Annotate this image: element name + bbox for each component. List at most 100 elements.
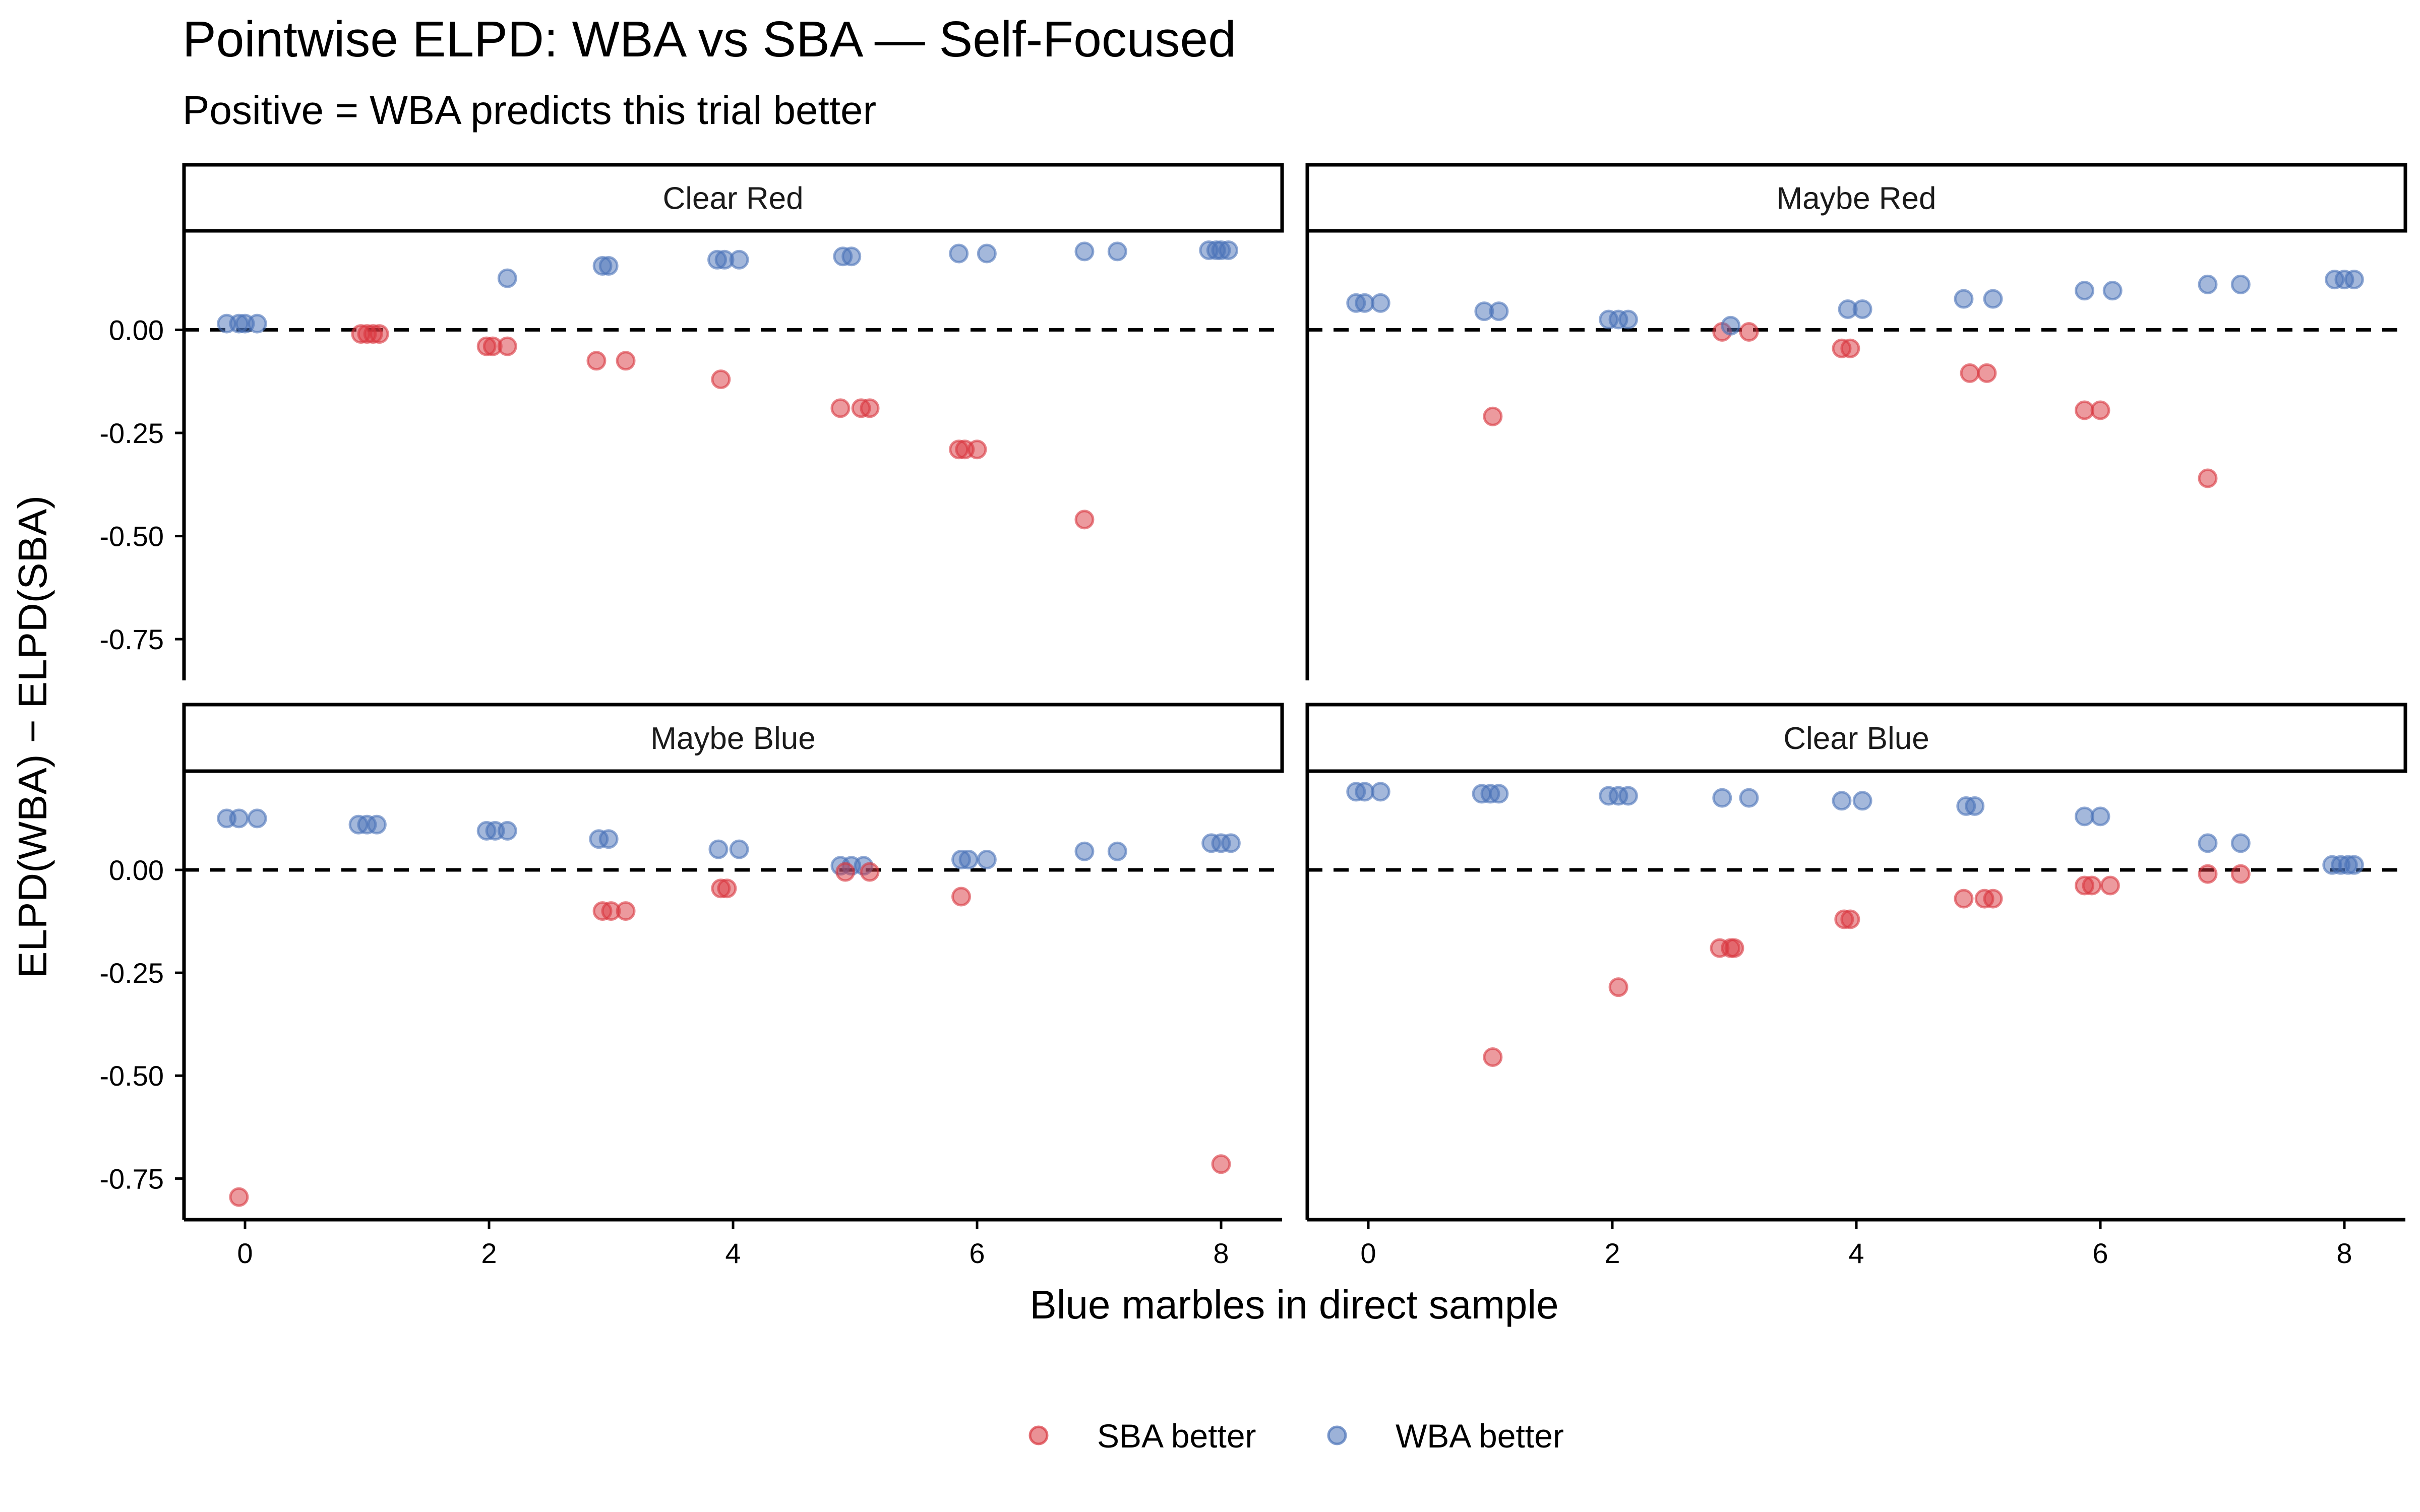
point-sba-better (1483, 406, 1503, 426)
panel-maybe-blue: Maybe Blue 0 2 4 6 8 0.00 -0.25 -0.50 -0.75 (99, 703, 1284, 1269)
point-wba-better (1219, 240, 1239, 260)
point-sba-better (1840, 909, 1860, 929)
point-wba-better (1954, 289, 1974, 309)
facet-strip (1305, 703, 2407, 773)
x-axis-label: Blue marbles in direct sample (1030, 1282, 1558, 1327)
point-sba-better (830, 398, 851, 418)
point-wba-better (977, 243, 997, 264)
point-wba-better (1355, 293, 1375, 313)
y-tick-label: -0.75 (99, 623, 164, 655)
point-wba-better (2102, 281, 2123, 301)
point-wba-better (2198, 833, 2218, 853)
point-wba-better (2075, 806, 2095, 827)
point-sba-better (1977, 363, 1997, 383)
chart-subtitle: Positive = WBA predicts this trial bette… (183, 88, 876, 133)
point-sba-better (1840, 338, 1860, 358)
point-sba-better (1608, 977, 1628, 997)
point-sba-better (717, 878, 737, 899)
y-tick-label: -0.50 (99, 1060, 164, 1092)
facet-strip-label: Clear Blue (1783, 721, 1929, 756)
point-wba-better (949, 243, 969, 264)
point-wba-better (1852, 299, 1872, 319)
y-tick-label: -0.25 (99, 417, 164, 449)
legend-label-sba: SBA better (1097, 1417, 1256, 1455)
point-wba-better (497, 821, 517, 841)
point-sba-better (1074, 510, 1095, 530)
point-sba-better (711, 369, 731, 390)
point-wba-better (367, 814, 387, 835)
panels: Clear Red 0.00 -0.25 -0.50 -0.75 Maybe Red May… (99, 163, 2407, 1269)
x-tick-label: 6 (969, 1237, 985, 1269)
point-sba-better (2198, 468, 2218, 488)
x-tick-label: 6 (2092, 1237, 2108, 1269)
point-wba-better (1721, 316, 1741, 336)
point-wba-better (2075, 281, 2095, 301)
y-tick-label: 0.00 (109, 854, 164, 886)
point-wba-better (708, 839, 729, 859)
point-wba-better (1074, 841, 1095, 861)
point-wba-better (1107, 241, 1127, 262)
point-wba-better (229, 808, 249, 829)
point-wba-better (1355, 782, 1375, 802)
point-sba-better (860, 862, 880, 882)
point-wba-better (598, 829, 619, 849)
point-sba-better (1983, 889, 2003, 909)
point-wba-better (1618, 309, 1638, 330)
point-wba-better (1852, 791, 1872, 811)
facet-strip-label: Maybe Blue (650, 721, 815, 756)
point-sba-better (2100, 875, 2120, 896)
point-wba-better (2090, 806, 2110, 827)
point-wba-better (1107, 841, 1127, 861)
point-sba-better (2230, 864, 2251, 884)
y-tick-label: -0.50 (99, 521, 164, 552)
x-tick-label: 8 (2336, 1237, 2352, 1269)
y-tick-label: -0.75 (99, 1163, 164, 1194)
panel-clear-blue: Clear Blue 0 2 4 6 8 (1305, 703, 2407, 1269)
point-wba-better (247, 808, 267, 829)
facet-strip-label: Clear Red (662, 181, 803, 216)
point-sba-better (229, 1187, 249, 1207)
x-tick-label: 8 (1213, 1237, 1229, 1269)
point-sba-better (1211, 1154, 1231, 1174)
point-sba-better (2075, 400, 2095, 420)
point-wba-better (958, 850, 979, 870)
point-wba-better (729, 249, 749, 270)
point-wba-better (1712, 788, 1732, 808)
point-wba-better (2344, 270, 2364, 290)
point-sba-better (586, 351, 607, 371)
y-tick-label: 0.00 (109, 314, 164, 346)
point-wba-better (1489, 784, 1509, 804)
point-wba-better (1370, 782, 1390, 802)
point-wba-better (497, 268, 517, 288)
panel-maybe-red: Maybe Red (1305, 163, 2407, 680)
point-wba-better (1983, 289, 2003, 309)
point-wba-better (2230, 833, 2251, 853)
point-wba-better (1965, 796, 1985, 816)
point-wba-better (1739, 788, 1759, 808)
panel-clear-red: Clear Red 0.00 -0.25 -0.50 -0.75 (99, 163, 1284, 680)
x-tick-label: 4 (1848, 1237, 1864, 1269)
x-tick-label: 2 (481, 1237, 497, 1269)
point-sba-better (2090, 400, 2110, 420)
point-sba-better (2198, 864, 2218, 884)
point-wba-better (2230, 274, 2251, 294)
point-sba-better (616, 901, 636, 921)
point-sba-better (1483, 1047, 1503, 1067)
legend: SBA better WBA better (1028, 1417, 1564, 1455)
point-wba-better (1370, 293, 1390, 313)
point-sba-better (369, 324, 389, 344)
point-wba-better (1832, 791, 1852, 811)
legend-key-sba (1028, 1425, 1049, 1445)
legend-key-wba (1327, 1425, 1347, 1445)
facet-strip (182, 163, 1284, 233)
point-sba-better (616, 351, 636, 371)
chart-title: Pointwise ELPD: WBA vs SBA — Self-Focuse… (183, 11, 1236, 68)
point-sba-better (497, 336, 517, 356)
y-axis-label: ELPD(WBA) − ELPD(SBA) (10, 495, 55, 978)
point-sba-better (1954, 889, 1974, 909)
point-wba-better (1221, 833, 1241, 853)
point-sba-better (835, 862, 856, 882)
point-wba-better (2198, 274, 2218, 294)
point-sba-better (1739, 322, 1759, 342)
